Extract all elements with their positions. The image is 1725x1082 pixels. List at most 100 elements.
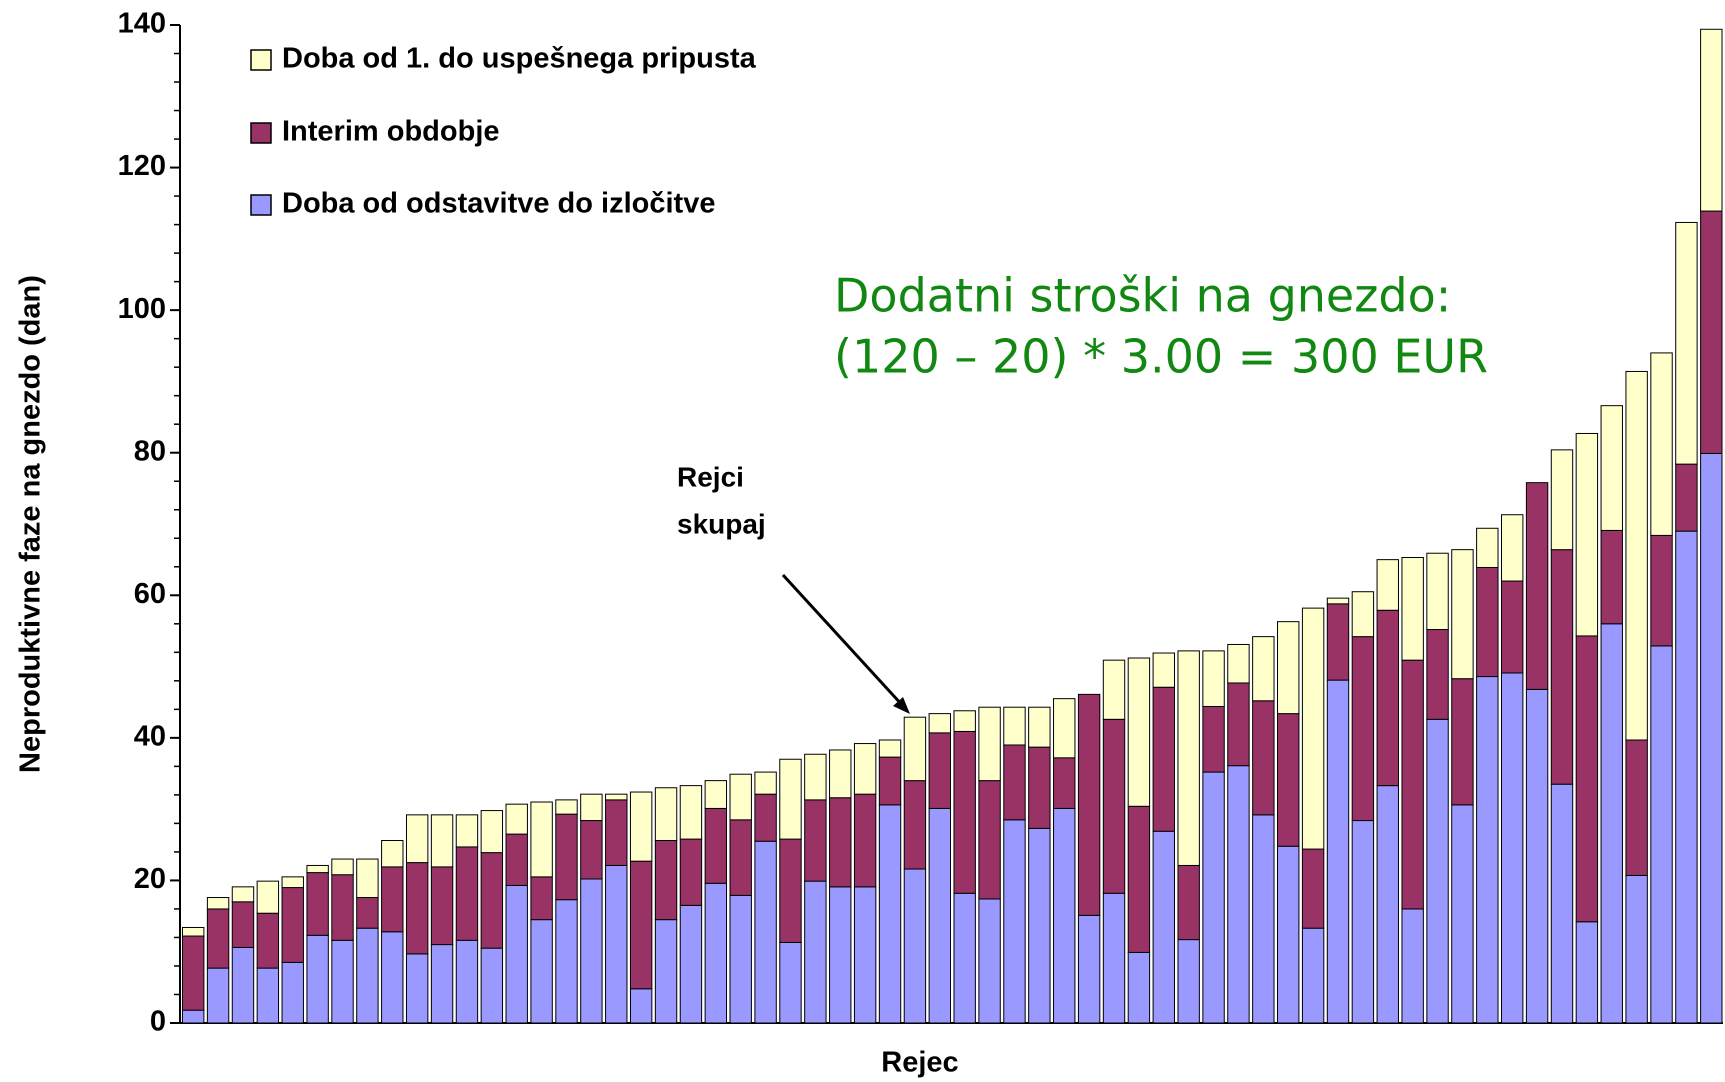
bar-segment xyxy=(654,787,678,842)
bar-segment xyxy=(1252,700,1275,816)
bar-segment xyxy=(978,780,1001,900)
y-tick-label: 80 xyxy=(134,435,166,467)
bar-segment xyxy=(580,793,603,822)
bar-segment xyxy=(853,743,877,795)
bar-segment xyxy=(605,864,628,1024)
bar-segment xyxy=(1177,939,1200,1024)
bar-segment xyxy=(1177,650,1200,866)
bar-segment xyxy=(1202,650,1225,707)
bar-segment xyxy=(505,884,528,1024)
bar-segment xyxy=(580,820,603,880)
bar-segment xyxy=(779,941,802,1024)
bar-segment xyxy=(1227,765,1250,1024)
bar-segment xyxy=(181,926,205,937)
bar-segment xyxy=(729,773,752,821)
bar-segment xyxy=(331,874,354,941)
y-tick-label: 40 xyxy=(134,721,166,753)
bar-segment xyxy=(853,886,877,1024)
bar-segment xyxy=(754,771,777,795)
bar-segment xyxy=(1650,352,1673,536)
bar-segment xyxy=(1277,621,1300,715)
bar-segment xyxy=(1376,609,1399,787)
legend-swatch xyxy=(250,122,272,144)
bar-segment xyxy=(853,793,877,888)
bar-segment xyxy=(1077,914,1101,1024)
bar-segment xyxy=(605,793,628,801)
bar-segment xyxy=(1376,785,1399,1024)
bar-segment xyxy=(679,785,703,840)
bar-segment xyxy=(804,880,827,1024)
bar-segment xyxy=(654,919,678,1024)
bar-segment xyxy=(1102,659,1126,720)
bar-segment xyxy=(754,793,777,842)
bar-segment xyxy=(878,739,902,758)
bar-segment xyxy=(356,858,379,899)
legend-label: Interim obdobje xyxy=(282,116,500,148)
bar-segment xyxy=(679,838,703,906)
bar-segment xyxy=(1102,718,1126,894)
bar-segment xyxy=(206,967,230,1024)
bar-segment xyxy=(1525,688,1549,1024)
bar-segment xyxy=(1077,693,1101,916)
bar-segment xyxy=(306,872,329,936)
bar-segment xyxy=(1700,210,1723,454)
bar-segment xyxy=(356,927,379,1024)
bar-segment xyxy=(953,710,976,732)
bar-segment xyxy=(1675,530,1698,1024)
bar-segment xyxy=(779,758,802,840)
y-tick-label: 0 xyxy=(150,1006,166,1038)
bar-segment xyxy=(1451,678,1474,806)
bar-segment xyxy=(654,840,678,921)
bar-segment xyxy=(306,864,329,874)
bar-segment xyxy=(928,713,952,734)
bar-segment xyxy=(555,799,578,815)
bar-segment xyxy=(1501,580,1524,674)
bar-segment xyxy=(381,931,404,1024)
bar-segment xyxy=(978,898,1001,1024)
bar-segment xyxy=(455,814,479,848)
bar-segment xyxy=(928,807,952,1024)
annotation: skupaj xyxy=(677,508,766,539)
bar-segment xyxy=(231,886,255,903)
bar-segment xyxy=(555,899,578,1024)
annotation: Dodatni stroški na gnezdo: xyxy=(834,269,1451,323)
bar-segment xyxy=(1053,698,1076,759)
bar-segment xyxy=(1376,559,1399,611)
bar-segment xyxy=(1127,657,1151,807)
bar-segment xyxy=(1003,706,1026,746)
bar-segment xyxy=(281,887,304,963)
bar-segment xyxy=(1625,739,1648,876)
bar-segment xyxy=(1053,757,1076,809)
bar-segment xyxy=(1301,927,1325,1024)
bar-segment xyxy=(1152,830,1175,1024)
bar-segment xyxy=(903,868,927,1024)
bar-segment xyxy=(1252,636,1275,702)
bar-segment xyxy=(1550,549,1574,785)
legend-swatch xyxy=(250,194,272,216)
bar-segment xyxy=(804,753,827,801)
bar-segment xyxy=(1102,892,1126,1024)
bar-segment xyxy=(1003,819,1026,1024)
bar-segment xyxy=(430,866,454,946)
bar-segment xyxy=(878,804,902,1024)
bar-segment xyxy=(1152,686,1175,832)
bar-segment xyxy=(1600,623,1623,1024)
bar-segment xyxy=(1028,706,1051,748)
bar-segment xyxy=(1426,718,1449,1024)
y-axis-title: Neproduktivne faze na gnezdo (dan) xyxy=(15,275,47,773)
bar-segment xyxy=(704,882,728,1024)
bar-segment xyxy=(405,814,429,864)
bar-segment xyxy=(381,866,404,933)
bar-segment xyxy=(629,988,653,1024)
bar-segment xyxy=(281,961,304,1024)
bar-segment xyxy=(480,947,504,1024)
bar-segment xyxy=(953,730,976,894)
bar-segment xyxy=(629,791,653,862)
bar-segment xyxy=(1277,713,1300,847)
bar-segment xyxy=(256,880,280,914)
bar-segment xyxy=(1575,635,1599,923)
bar-segment xyxy=(331,939,354,1024)
bar-segment xyxy=(505,803,528,835)
bar-segment xyxy=(704,780,728,809)
